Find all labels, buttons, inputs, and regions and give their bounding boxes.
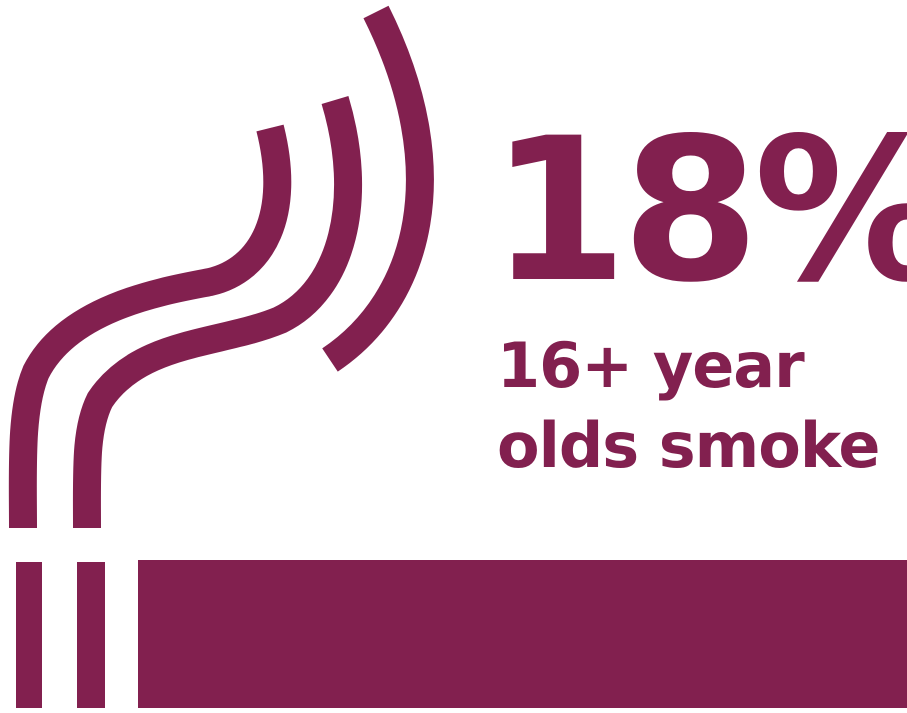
smoke-plume-outer: [8, 124, 292, 529]
cigarette-filter-band-right: [77, 562, 105, 708]
stat-percentage: 18%: [490, 95, 907, 326]
stat-caption-line-2: olds smoke: [497, 409, 880, 482]
smoke-plume-inner: [72, 95, 363, 529]
stat-caption-line-1: 16+ year: [497, 329, 805, 402]
cigarette-body: [138, 560, 907, 708]
cigarette-filter-band-left: [16, 562, 42, 708]
stat-caption: 16+ year olds smoke: [497, 326, 897, 486]
smoke-plume-high: [322, 5, 434, 372]
